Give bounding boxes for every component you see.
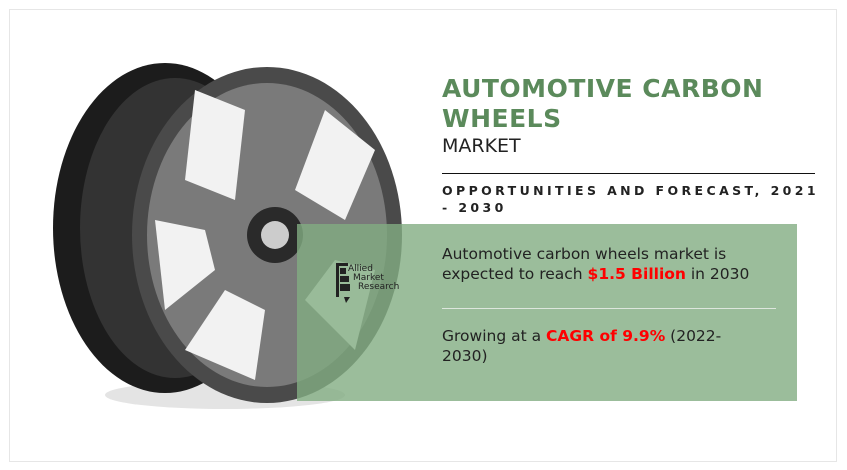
tagline: OPPORTUNITIES AND FORECAST, 2021 - 2030 bbox=[442, 183, 819, 215]
cagr-stat: Growing at a CAGR of 9.9% (2022-2030) bbox=[442, 326, 762, 366]
page-title: AUTOMOTIVE CARBON WHEELS bbox=[442, 74, 764, 133]
logo-line-3: Research bbox=[358, 282, 400, 292]
market-size-stat: Automotive carbon wheels market is expec… bbox=[442, 244, 782, 284]
stat1-text: Automotive carbon wheels market is expec… bbox=[442, 245, 727, 283]
allied-market-research-logo: Allied Market Research bbox=[336, 263, 399, 306]
cagr-value: CAGR of 9.9% bbox=[546, 327, 666, 345]
logo-line-2: Market bbox=[353, 273, 384, 283]
stat1-suffix: in 2030 bbox=[685, 265, 750, 283]
stats-divider bbox=[442, 308, 776, 309]
market-value: $1.5 Billion bbox=[587, 265, 686, 283]
stats-panel bbox=[297, 224, 797, 401]
stat2-text: Growing at a bbox=[442, 327, 547, 345]
logo-icon bbox=[336, 263, 352, 303]
stat2-suffix: (2022-2030) bbox=[442, 327, 722, 365]
subtitle: MARKET bbox=[442, 135, 521, 157]
divider bbox=[442, 173, 815, 174]
logo-line-1: Allied bbox=[348, 264, 373, 274]
